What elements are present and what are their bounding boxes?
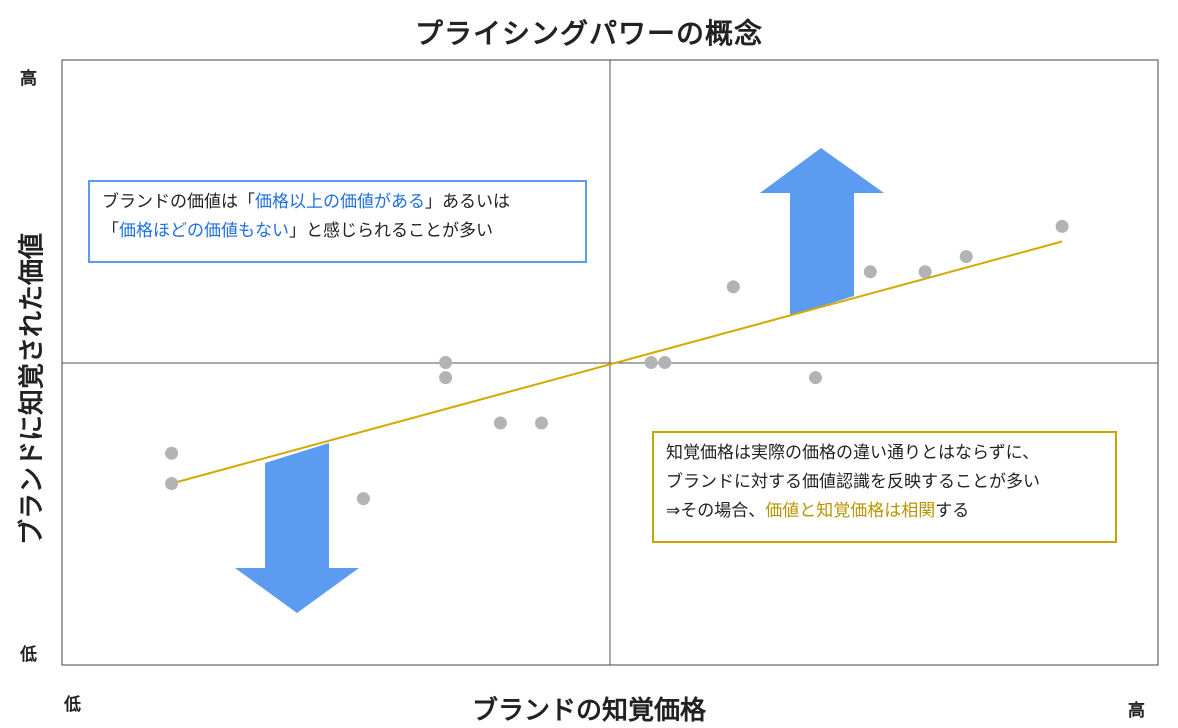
- data-point: [165, 446, 179, 460]
- x-low-label: 低: [64, 695, 81, 715]
- perceived-note-line-2: ブランドに対する価値認識を反映することが多い: [666, 472, 1040, 492]
- data-point: [959, 250, 973, 264]
- perceived-note-line3-post: する: [935, 501, 970, 521]
- brand-note-line2-highlight: 価格ほどの価値もない: [119, 221, 289, 241]
- trend-line: [171, 240, 1063, 485]
- brand-note-line1-pre: ブランドの価値は「: [102, 192, 255, 212]
- perceived-note-line-3: ⇒その場合、価値と知覚価格は相関する: [666, 497, 1103, 526]
- arrows-layer: [235, 148, 884, 613]
- y-high-label: 高: [20, 69, 37, 89]
- y-axis-label: ブランドに知覚された価値: [17, 232, 48, 546]
- data-point: [493, 416, 507, 430]
- x-axis-label: ブランドの知覚価格: [471, 696, 706, 726]
- data-point: [918, 265, 932, 279]
- perceived-note-line3-pre: ⇒その場合、: [666, 501, 766, 521]
- arrow-up: [760, 148, 884, 316]
- brand-note-line2-pre: 「: [102, 221, 119, 241]
- data-point: [863, 265, 877, 279]
- data-point: [658, 356, 672, 369]
- perceived-note-line3-highlight: 価値と知覚価格は相関: [765, 501, 936, 521]
- y-low-label: 低: [20, 645, 37, 665]
- brand-note-line1-highlight: 価格以上の価値がある: [255, 192, 425, 212]
- data-point: [439, 356, 453, 369]
- data-point: [535, 416, 548, 430]
- brand-note-line2-post: 」と感じられることが多い: [289, 221, 493, 241]
- arrow-down: [235, 443, 359, 613]
- data-point: [726, 280, 740, 294]
- data-point: [809, 371, 822, 385]
- perceived-price-note: 知覚価格は実際の価格の違い通りとはならずに、 ブランドに対する価値認識を反映する…: [652, 431, 1117, 543]
- brand-note-line-2: 「価格ほどの価値もない」と感じられることが多い: [102, 217, 573, 246]
- brand-note-line1-post: 」あるいは: [425, 192, 510, 212]
- brand-note-line-1: ブランドの価値は「価格以上の価値がある」あるいは: [102, 188, 573, 217]
- chart-title: プライシングパワーの概念: [414, 17, 763, 50]
- brand-value-note: ブランドの価値は「価格以上の価値がある」あるいは 「価格ほどの価値もない」と感じ…: [88, 180, 587, 263]
- data-point: [1055, 219, 1069, 233]
- points-layer: [165, 219, 1069, 506]
- data-point: [165, 477, 179, 490]
- perceived-note-line-1: 知覚価格は実際の価格の違い通りとはならずに、: [666, 443, 1040, 463]
- data-point: [644, 356, 658, 369]
- x-high-label: 高: [1128, 701, 1145, 721]
- data-point: [356, 492, 370, 506]
- data-point: [439, 371, 453, 385]
